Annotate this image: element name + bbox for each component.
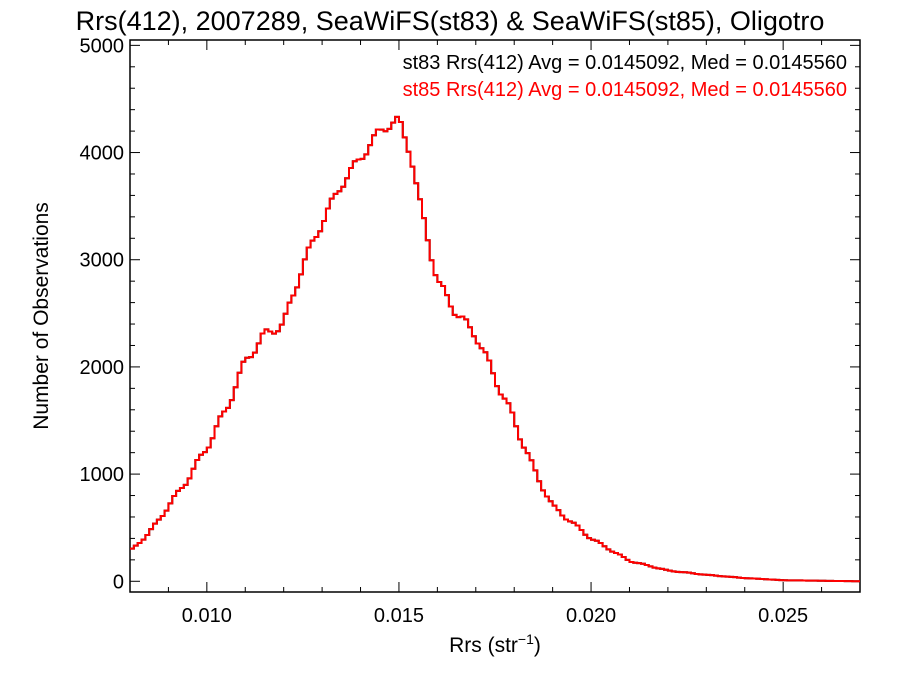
x-axis-label-close: ) bbox=[534, 634, 541, 657]
x-axis-label-text: Rrs (str bbox=[449, 634, 518, 657]
y-tick-label: 4000 bbox=[80, 143, 125, 165]
x-tick-label: 0.020 bbox=[566, 605, 616, 627]
y-tick-label: 2000 bbox=[80, 357, 125, 379]
x-axis: 0.010 0.015 0.020 0.025 bbox=[129, 40, 861, 627]
x-axis-label-superscript: −1 bbox=[518, 631, 534, 647]
annotation-0: st83 Rrs(412) Avg = 0.0145092, Med = 0.0… bbox=[403, 52, 847, 74]
chart-title: Rrs(412), 2007289, SeaWiFS(st83) & SeaWi… bbox=[76, 6, 825, 36]
x-tick-label: 0.015 bbox=[374, 605, 424, 627]
y-tick-label: 3000 bbox=[80, 250, 125, 272]
x-tick-label: 0.025 bbox=[758, 605, 808, 627]
annotation-1: st85 Rrs(412) Avg = 0.0145092, Med = 0.0… bbox=[403, 79, 847, 101]
x-axis-label: Rrs (str−1) bbox=[449, 631, 541, 657]
y-tick-label: 0 bbox=[113, 571, 124, 593]
x-tick-label: 0.010 bbox=[182, 605, 232, 627]
y-axis: 0 1000 2000 3000 4000 5000 bbox=[80, 35, 860, 593]
legend-annotations: st83 Rrs(412) Avg = 0.0145092, Med = 0.0… bbox=[403, 52, 847, 101]
y-tick-label: 1000 bbox=[80, 464, 125, 486]
series-st85 bbox=[130, 115, 860, 583]
plot-frame bbox=[129, 39, 861, 593]
y-tick-label: 5000 bbox=[80, 35, 125, 57]
series-layer bbox=[130, 115, 860, 583]
series-st83 bbox=[130, 115, 860, 583]
y-axis-label: Number of Observations bbox=[30, 202, 53, 430]
